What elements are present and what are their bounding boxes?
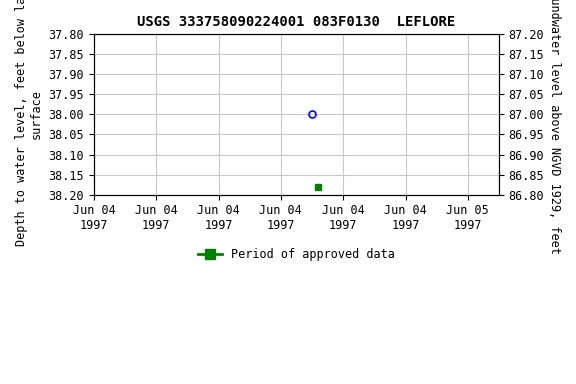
Y-axis label: Depth to water level, feet below land
surface: Depth to water level, feet below land su… [15,0,43,246]
Legend: Period of approved data: Period of approved data [194,243,400,266]
Y-axis label: Groundwater level above NGVD 1929, feet: Groundwater level above NGVD 1929, feet [548,0,561,253]
Title: USGS 333758090224001 083F0130  LEFLORE: USGS 333758090224001 083F0130 LEFLORE [137,15,456,29]
